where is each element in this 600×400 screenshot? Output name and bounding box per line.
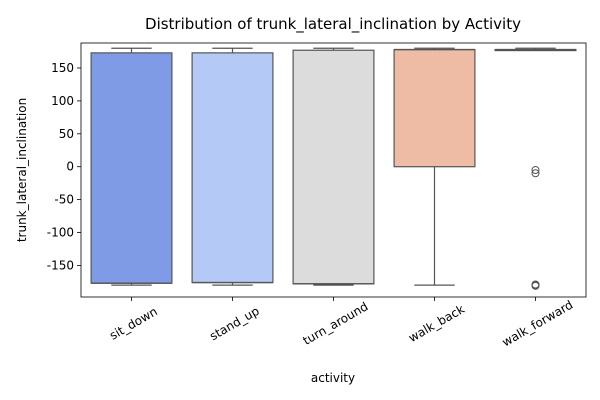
box-body [393,48,476,168]
box-sit_down [90,47,173,286]
plot-frame [80,42,587,298]
y-tick-label: 0 [66,160,74,174]
x-tick-label: walk_back [406,302,467,345]
box-body [90,52,173,284]
outlier-point [531,166,540,174]
box-walk_back [393,47,476,286]
x-axis: sit_down stand_up turn_around walk_back walk… [107,297,575,349]
x-tick-label: turn_around [300,299,370,348]
x-axis-label: activity [311,371,355,385]
y-axis: -150 -100 -50 0 50 100 150 [47,61,81,272]
y-tick-label: -150 [47,258,74,272]
x-tick-label: sit_down [107,304,160,342]
y-axis-label: trunk_lateral_inclination [15,98,29,242]
x-tick-label: walk_forward [500,298,576,350]
outlier-point [531,169,540,178]
y-tick-label: 150 [51,61,74,75]
y-tick-label: -50 [54,193,74,207]
box-body [292,49,375,285]
x-tick-label: stand_up [207,304,261,344]
outlier-point [531,281,540,290]
y-tick-label: 50 [59,127,74,141]
box-turn_around [292,47,375,286]
chart-title: Distribution of trunk_lateral_inclinatio… [145,15,521,34]
y-tick-label: -100 [47,226,74,240]
box-walk_forward [494,47,577,290]
y-tick-label: 100 [51,94,74,108]
box-stand_up [191,47,274,286]
plot-marks [90,47,577,290]
box-body [191,52,274,284]
